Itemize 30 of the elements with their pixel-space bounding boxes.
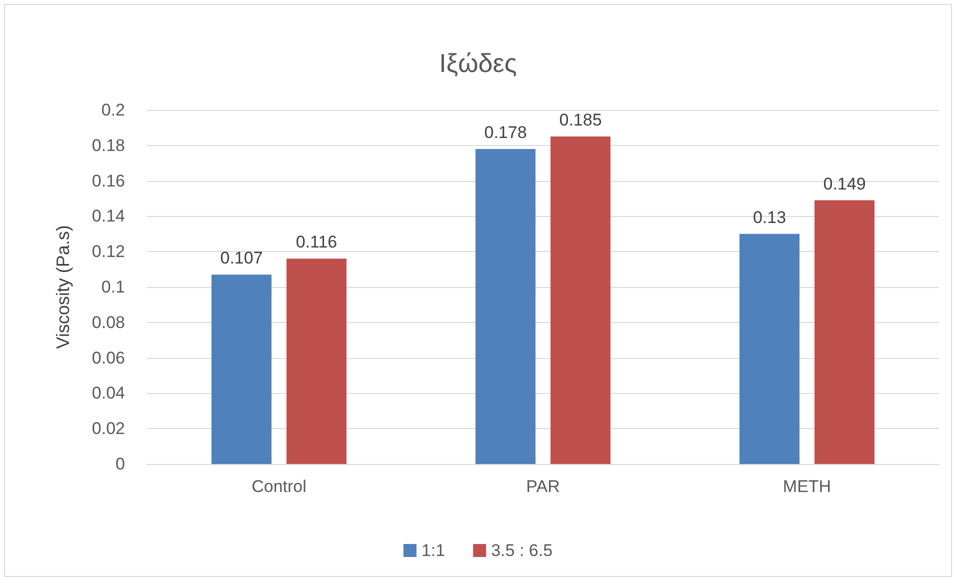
bar bbox=[740, 234, 800, 464]
y-tick-label: 0.18 bbox=[92, 136, 125, 155]
data-label: 0.116 bbox=[296, 232, 338, 252]
legend-label: 1:1 bbox=[421, 541, 446, 560]
x-tick-label: PAR bbox=[526, 477, 560, 496]
y-tick-label: 0 bbox=[116, 454, 125, 474]
y-tick-label: 0.08 bbox=[92, 312, 125, 332]
legend-label: 3.5 : 6.5 bbox=[491, 541, 553, 560]
y-axis-title: Viscosity (Pa.s) bbox=[53, 225, 73, 349]
data-label: 0.149 bbox=[823, 174, 866, 194]
bar bbox=[550, 136, 610, 464]
bar bbox=[286, 258, 346, 464]
y-tick-label: 0.1 bbox=[101, 278, 125, 296]
bar bbox=[212, 274, 272, 464]
y-tick-label: 0.02 bbox=[92, 419, 125, 438]
y-tick-label: 0.06 bbox=[92, 348, 125, 368]
data-label: 0.178 bbox=[484, 122, 527, 142]
bar bbox=[476, 148, 536, 464]
y-tick-label: 0.12 bbox=[92, 242, 125, 262]
y-tick-label: 0.2 bbox=[101, 100, 125, 120]
y-tick-label: 0.16 bbox=[92, 171, 125, 190]
chart-title: Ιξώδες bbox=[439, 48, 517, 78]
data-label: 0.107 bbox=[220, 248, 263, 268]
x-tick-label: METH bbox=[782, 477, 832, 496]
y-tick-label: 0.04 bbox=[92, 384, 125, 403]
x-tick-label: Control bbox=[252, 477, 306, 496]
y-tick-label: 0.14 bbox=[92, 206, 125, 226]
bar bbox=[814, 200, 874, 464]
data-label: 0.13 bbox=[752, 208, 786, 227]
data-label: 0.185 bbox=[559, 110, 602, 130]
